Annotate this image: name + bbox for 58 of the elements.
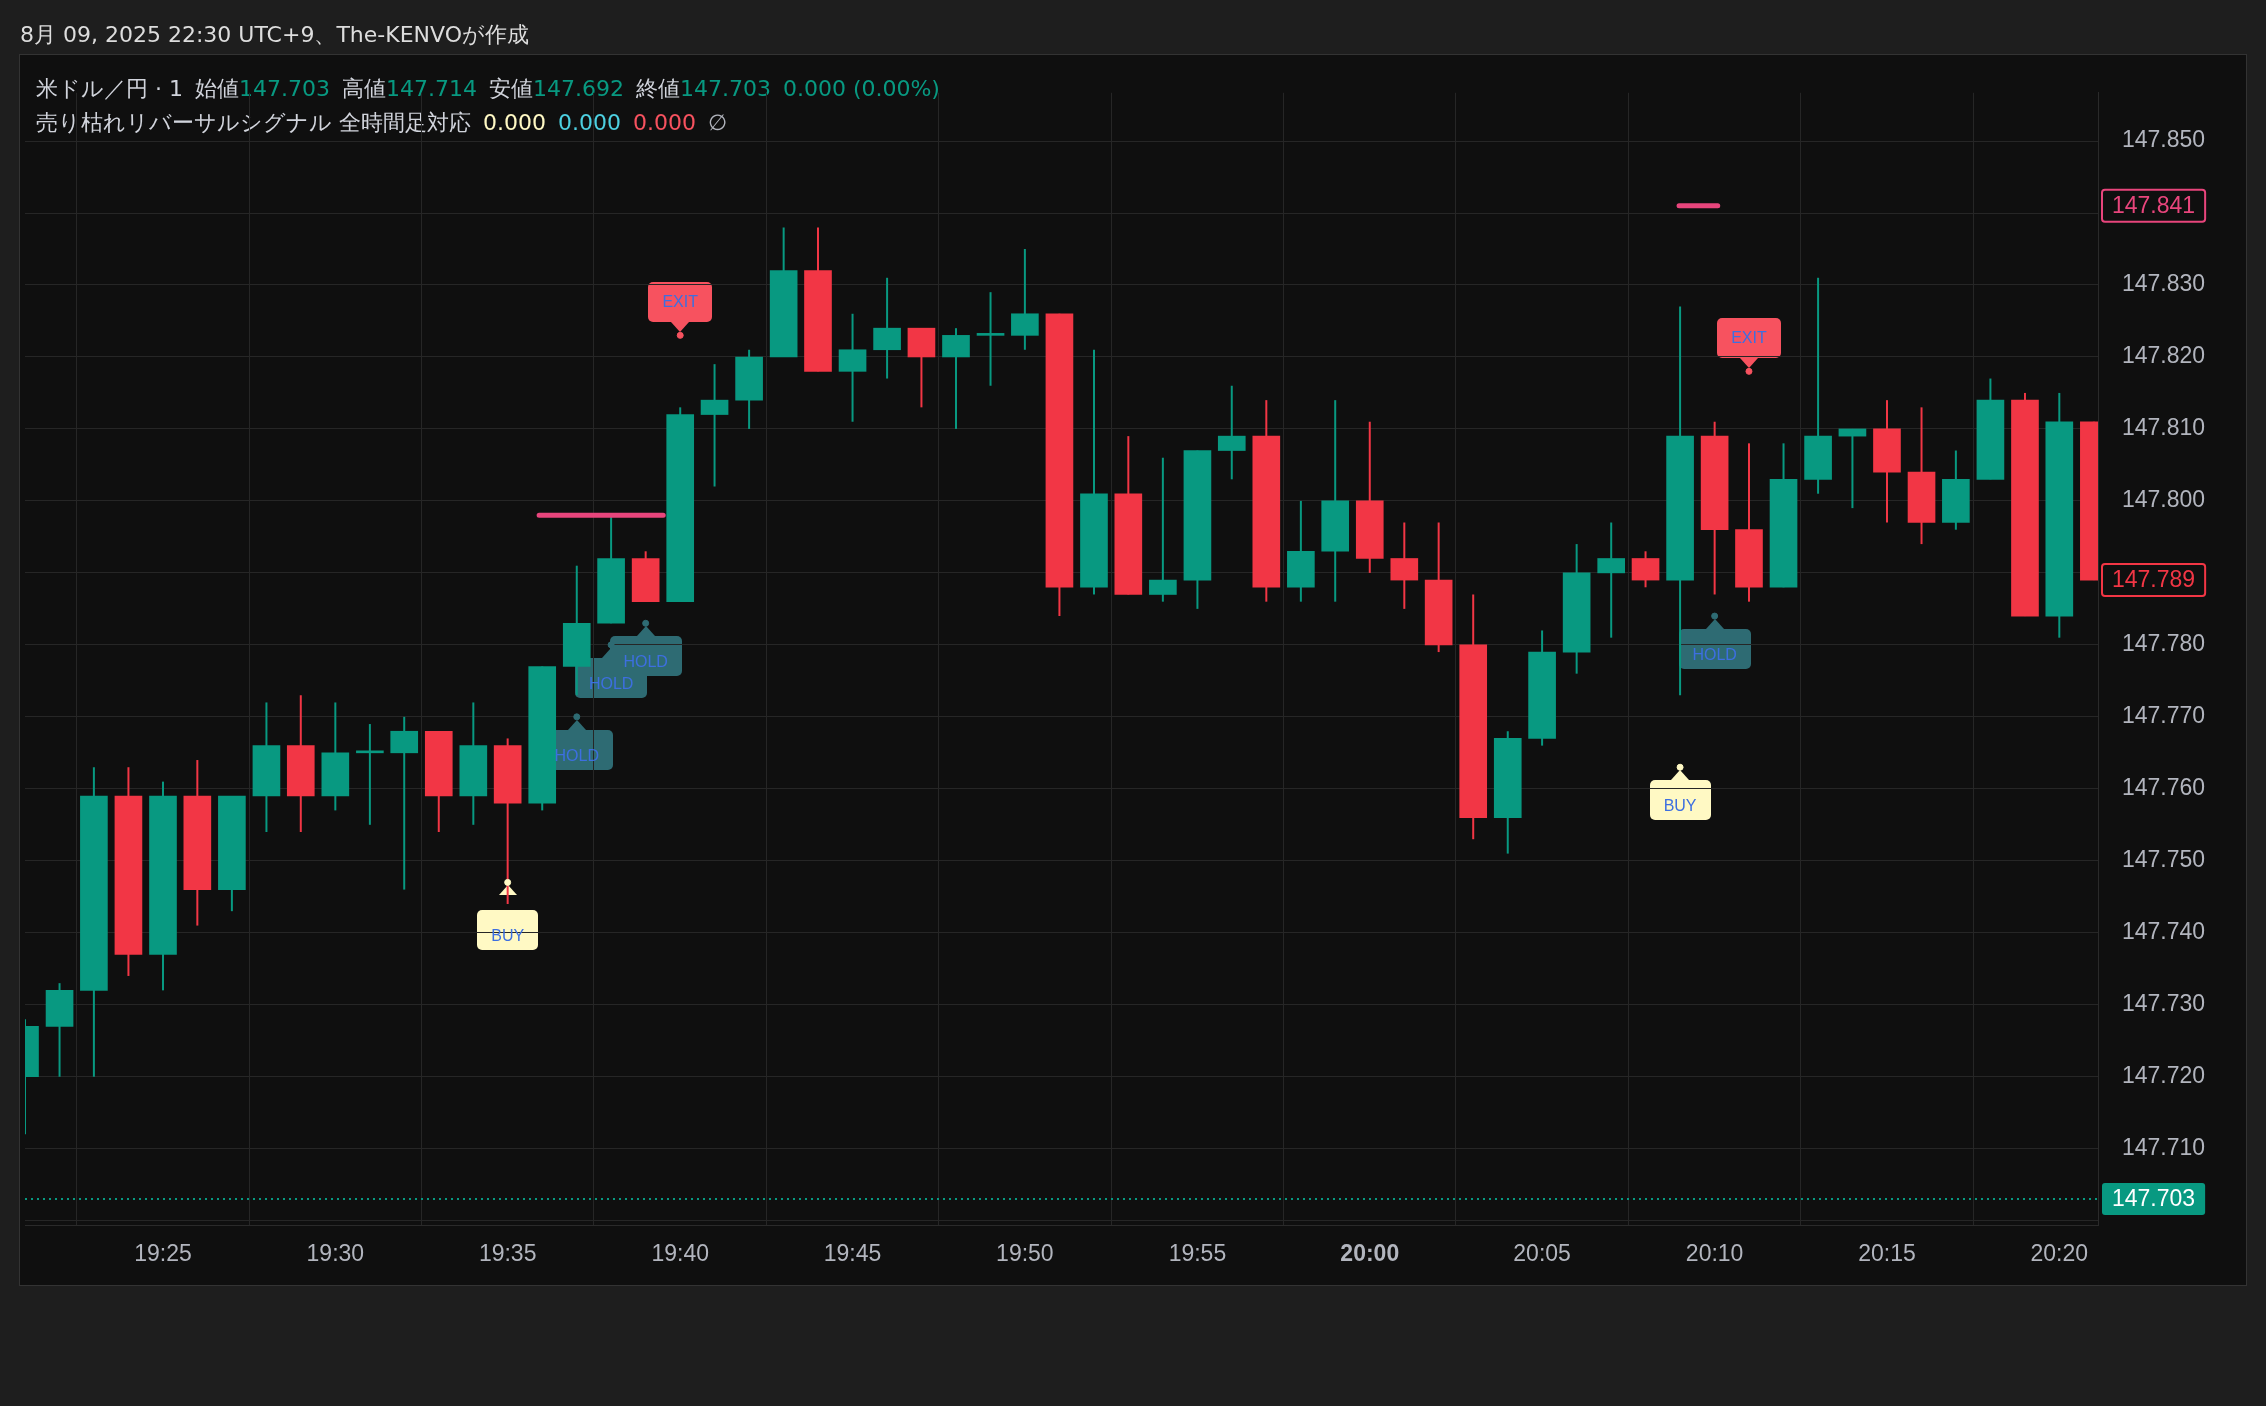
point	[573, 713, 581, 721]
chart-title: 米ドル／円 · 1	[36, 76, 183, 101]
annotation: 0.000	[632, 110, 696, 135]
x-tick-label: 19:45	[823, 1240, 882, 1267]
x-tick-label: 20:10	[1685, 1240, 1744, 1267]
x-tick-label: 19:50	[996, 1240, 1054, 1267]
point	[1676, 763, 1684, 771]
text: 8月 09, 2025 22:30 UTC+9、The-KENVOが作成	[20, 21, 530, 49]
data-label: BUY	[1663, 797, 1697, 816]
annotation: 始値147.703	[194, 76, 330, 101]
y-tick-label: 147.770	[2122, 702, 2206, 729]
point	[1711, 612, 1719, 620]
data-label: HOLD	[623, 653, 668, 672]
data-label: EXIT	[662, 293, 698, 312]
annotation: 終値147.703	[635, 76, 771, 101]
y-tick-label: 147.800	[2122, 486, 2206, 513]
data-label: EXIT	[1731, 329, 1767, 348]
annotation: 0.000 (0.00%)	[782, 76, 940, 101]
y-tick-label: 147.740	[2122, 918, 2206, 945]
candlestick	[1217, 384, 1246, 481]
point	[607, 641, 615, 649]
annotation: 0.000	[483, 110, 546, 135]
candlestick	[976, 291, 1005, 387]
candlestick	[1597, 521, 1626, 639]
y-tick-label: 147.730	[2122, 990, 2206, 1017]
y-tick-label: 147.820	[2122, 342, 2206, 369]
text: 147.841	[2112, 192, 2196, 219]
annotation: ∅	[707, 110, 728, 135]
x-tick-label: 19:25	[134, 1240, 192, 1267]
y-tick-label: 147.830	[2122, 270, 2206, 297]
y-tick-label: 147.810	[2122, 414, 2206, 441]
candlestick	[390, 715, 419, 891]
data-label: HOLD	[1692, 646, 1737, 665]
text: 147.789	[2112, 566, 2196, 593]
point	[504, 878, 512, 886]
y-tick-label: 147.750	[2122, 846, 2206, 873]
y-tick-label: 147.850	[2122, 126, 2206, 153]
y-tick-label: 147.780	[2122, 630, 2206, 657]
y-tick-label: 147.720	[2122, 1062, 2206, 1089]
point	[642, 619, 650, 627]
y-tick-label: 147.760	[2122, 774, 2206, 801]
x-tick-label: 19:55	[1168, 1240, 1227, 1267]
annotation: 0.000	[557, 110, 621, 135]
ref-line-label: 147.703	[2112, 1185, 2196, 1212]
x-tick-label: 20:20	[2030, 1240, 2089, 1267]
x-tick-label: 19:30	[306, 1240, 365, 1267]
point	[1745, 367, 1753, 375]
x-tick-label: 20:15	[1858, 1240, 1916, 1267]
x-tick-label: 19:40	[651, 1240, 709, 1267]
x-tick-label: 19:35	[478, 1240, 537, 1267]
point	[676, 331, 684, 339]
annotation: 高値147.714	[341, 76, 477, 101]
x-tick-label: 20:00	[1340, 1240, 1400, 1267]
annotation: 安値147.692	[488, 76, 624, 101]
x-tick-label: 20:05	[1513, 1240, 1571, 1267]
y-tick-label: 147.710	[2122, 1134, 2206, 1161]
candlestick	[1149, 456, 1177, 603]
candlestick	[700, 363, 729, 488]
